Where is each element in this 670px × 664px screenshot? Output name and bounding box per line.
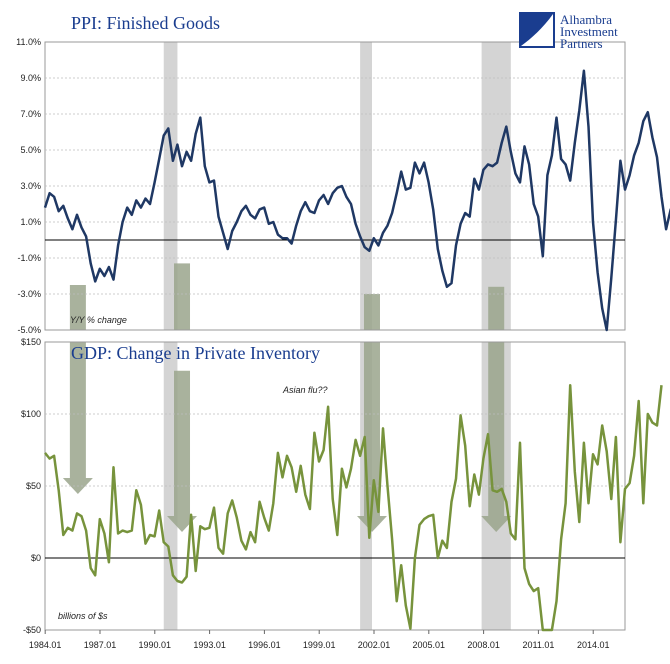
x-tick-label: 2005.01 xyxy=(413,640,446,650)
ppi-unit-label: Y/Y % change xyxy=(70,315,127,325)
ppi-y-tick-label: 3.0% xyxy=(20,181,41,191)
gdp-y-tick-label: -$50 xyxy=(23,625,41,635)
logo-line-2: Investment xyxy=(560,24,618,39)
x-tick-label: 2011.01 xyxy=(522,640,554,650)
ppi-arrow-shaft xyxy=(363,294,380,330)
x-tick-label: 1993.01 xyxy=(193,640,226,650)
ppi-arrow-shaft xyxy=(69,285,86,330)
gdp-chart-title: GDP: Change in Private Inventory xyxy=(71,343,320,363)
inventory-arrows xyxy=(62,263,512,532)
x-tick-label: 1990.01 xyxy=(139,640,172,650)
gdp-y-tick-label: $50 xyxy=(26,481,41,491)
x-tick-label: 1987.01 xyxy=(84,640,117,650)
ppi-chart-title: PPI: Finished Goods xyxy=(71,13,220,33)
x-tick-label: 2002.01 xyxy=(358,640,391,650)
gdp-arrow xyxy=(167,370,198,532)
logo-line-3: Partners xyxy=(560,36,603,51)
ppi-y-tick-label: 1.0% xyxy=(20,217,41,227)
gdp-annotation: Asian flu?? xyxy=(282,385,328,395)
gdp-y-tick-label: $100 xyxy=(21,409,41,419)
ppi-arrow-shaft xyxy=(174,263,191,330)
series-lines xyxy=(43,69,670,632)
ppi-series-line xyxy=(43,69,670,332)
ppi-y-tick-label: -3.0% xyxy=(17,289,41,299)
ppi-y-tick-label: 7.0% xyxy=(20,109,41,119)
ppi-y-tick-label: 5.0% xyxy=(20,145,41,155)
gdp-unit-label: billions of $s xyxy=(58,611,108,621)
x-tick-label: 1984.01 xyxy=(29,640,62,650)
ppi-y-tick-label: 11.0% xyxy=(16,37,41,47)
x-tick-label: 1999.01 xyxy=(303,640,336,650)
x-tick-label: 1996.01 xyxy=(248,640,281,650)
x-tick-label: 2014.01 xyxy=(577,640,610,650)
recession-bands xyxy=(163,42,511,630)
gdp-y-tick-label: $0 xyxy=(31,553,41,563)
logo-line-1: Alhambra xyxy=(560,12,612,27)
gdp-series-line xyxy=(44,383,663,632)
gdp-y-tick-label: $150 xyxy=(21,337,41,347)
ppi-y-tick-label: -1.0% xyxy=(17,253,41,263)
axes: 11.0% 9.0% 7.0% 5.0% 3.0% 1.0% -1.0% -3.0% -5.0%… xyxy=(16,37,626,650)
ppi-arrow-shaft xyxy=(488,286,505,330)
logo-swoosh-icon xyxy=(521,14,553,46)
gdp-arrow xyxy=(62,342,93,494)
ppi-y-tick-label: 9.0% xyxy=(20,73,41,83)
x-tick-label: 2008.01 xyxy=(467,640,500,650)
chart-text: PPI: Finished Goods Y/Y % change GDP: Ch… xyxy=(58,13,328,621)
gdp-arrow xyxy=(481,342,512,532)
alhambra-logo: Alhambra Investment Partners xyxy=(519,12,618,51)
ppi-y-tick-label: -5.0% xyxy=(17,325,41,335)
